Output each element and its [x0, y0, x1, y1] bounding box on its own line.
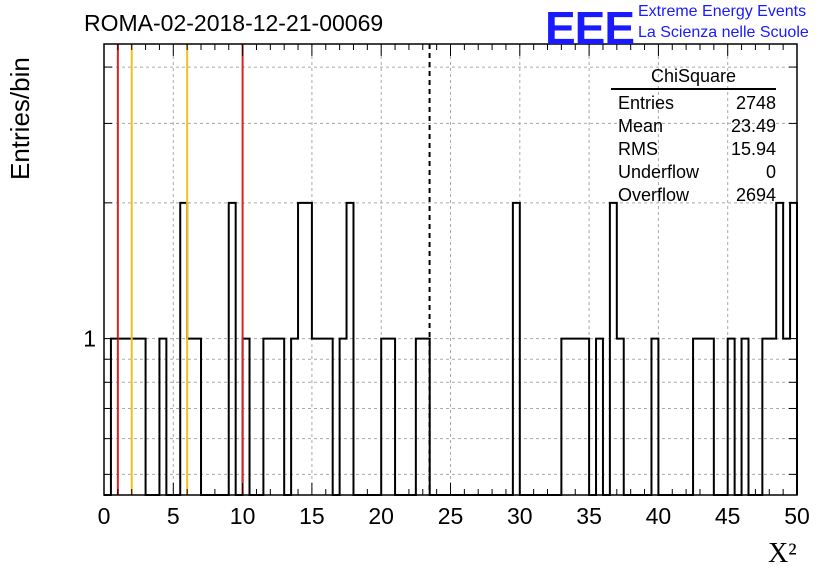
stats-value: 2748 — [735, 93, 776, 113]
x-tick-label: 15 — [299, 503, 325, 529]
x-tick-label: 30 — [507, 503, 533, 529]
histogram-bin — [319, 339, 326, 495]
histogram-bin — [111, 339, 118, 495]
stats-label: Entries — [618, 93, 675, 113]
stats-row-entries: Entries 2748 — [611, 92, 776, 115]
histogram-bin — [194, 339, 201, 495]
stats-row-rms: RMS 15.94 — [611, 138, 776, 161]
x-tick-label: 5 — [167, 503, 180, 529]
histogram-bin — [513, 203, 520, 495]
histogram-bin — [277, 339, 284, 495]
axes — [103, 43, 798, 496]
tick-labels: 0 5 10 15 20 25 30 35 40 45 50 1 — [83, 326, 810, 529]
histogram-bin — [693, 339, 700, 495]
histogram-bin — [326, 339, 333, 495]
histogram-bin — [651, 339, 658, 495]
histogram-bin — [783, 339, 790, 495]
histogram-bin — [187, 339, 194, 495]
x-tick-label: 40 — [646, 503, 672, 529]
y-tick-label: 1 — [83, 326, 96, 352]
histogram-bin — [298, 203, 305, 495]
stats-value: 15.94 — [730, 139, 776, 159]
histogram-bin — [575, 339, 582, 495]
histogram-bin — [118, 339, 125, 495]
histogram-bin — [132, 339, 139, 495]
x-tick-label: 20 — [368, 503, 394, 529]
histogram-bin — [291, 339, 298, 495]
stats-row-underflow: Underflow 0 — [611, 161, 776, 184]
logo-subtitle-line2: La Scienza nelle Scuole — [638, 24, 809, 41]
stats-value: 2694 — [735, 185, 776, 205]
histogram-bin — [312, 339, 319, 495]
histogram-bin — [263, 339, 270, 495]
x-tick-label: 25 — [438, 503, 464, 529]
histogram-bin — [180, 203, 187, 495]
x-tick-label: 10 — [230, 503, 256, 529]
histogram-bin — [347, 203, 354, 495]
histogram-bin — [561, 339, 568, 495]
histogram-bin — [305, 203, 312, 495]
stats-box: ChiSquare Entries 2748 Mean 23.49 RMS 15… — [611, 66, 776, 207]
histogram-bin — [742, 339, 749, 495]
histogram-bin — [769, 339, 776, 495]
y-axis-label: Entries/bin — [5, 57, 35, 180]
histogram-bin — [340, 339, 347, 495]
histogram-bin — [610, 203, 617, 495]
eee-logo-mark: EEE — [545, 2, 635, 54]
stats-value: 23.49 — [730, 116, 776, 136]
reference-lines — [116, 44, 431, 495]
histogram-bin — [270, 339, 277, 495]
histogram-bin — [139, 339, 146, 495]
histogram-bin — [229, 203, 236, 495]
histogram-bin — [416, 339, 423, 495]
histogram-bin — [728, 339, 735, 495]
x-axis-label: X² — [768, 538, 797, 569]
histogram-bin — [243, 339, 250, 495]
histogram-bins — [104, 201, 798, 496]
stats-label: Overflow — [618, 185, 690, 205]
histogram-bin — [776, 203, 783, 495]
histogram-bin — [700, 339, 707, 495]
histogram-bin — [381, 339, 388, 495]
stats-label: RMS — [618, 139, 658, 159]
histogram-bin — [582, 339, 589, 495]
stats-value: 0 — [765, 162, 776, 182]
logo-subtitle-line1: Extreme Energy Events — [638, 3, 807, 20]
x-tick-label: 0 — [98, 503, 111, 529]
stats-title: ChiSquare — [611, 66, 776, 90]
chart-title: ROMA-02-2018-12-21-00069 — [84, 10, 384, 36]
grid-lines — [104, 44, 797, 495]
histogram-bin — [707, 339, 714, 495]
histogram-bin — [762, 339, 769, 495]
histogram-bin — [159, 339, 166, 495]
histogram-bin — [568, 339, 575, 495]
stats-label: Underflow — [618, 162, 700, 182]
histogram-bin — [790, 203, 797, 495]
histogram-bin — [596, 339, 603, 495]
x-tick-label: 45 — [715, 503, 741, 529]
histogram-bin — [125, 339, 132, 495]
x-tick-label: 50 — [784, 503, 810, 529]
x-tick-label: 35 — [576, 503, 602, 529]
stats-row-mean: Mean 23.49 — [611, 115, 776, 138]
histogram-bin — [617, 339, 624, 495]
histogram-bin — [388, 339, 395, 495]
stats-label: Mean — [618, 116, 664, 136]
stats-row-overflow: Overflow 2694 — [611, 184, 776, 207]
